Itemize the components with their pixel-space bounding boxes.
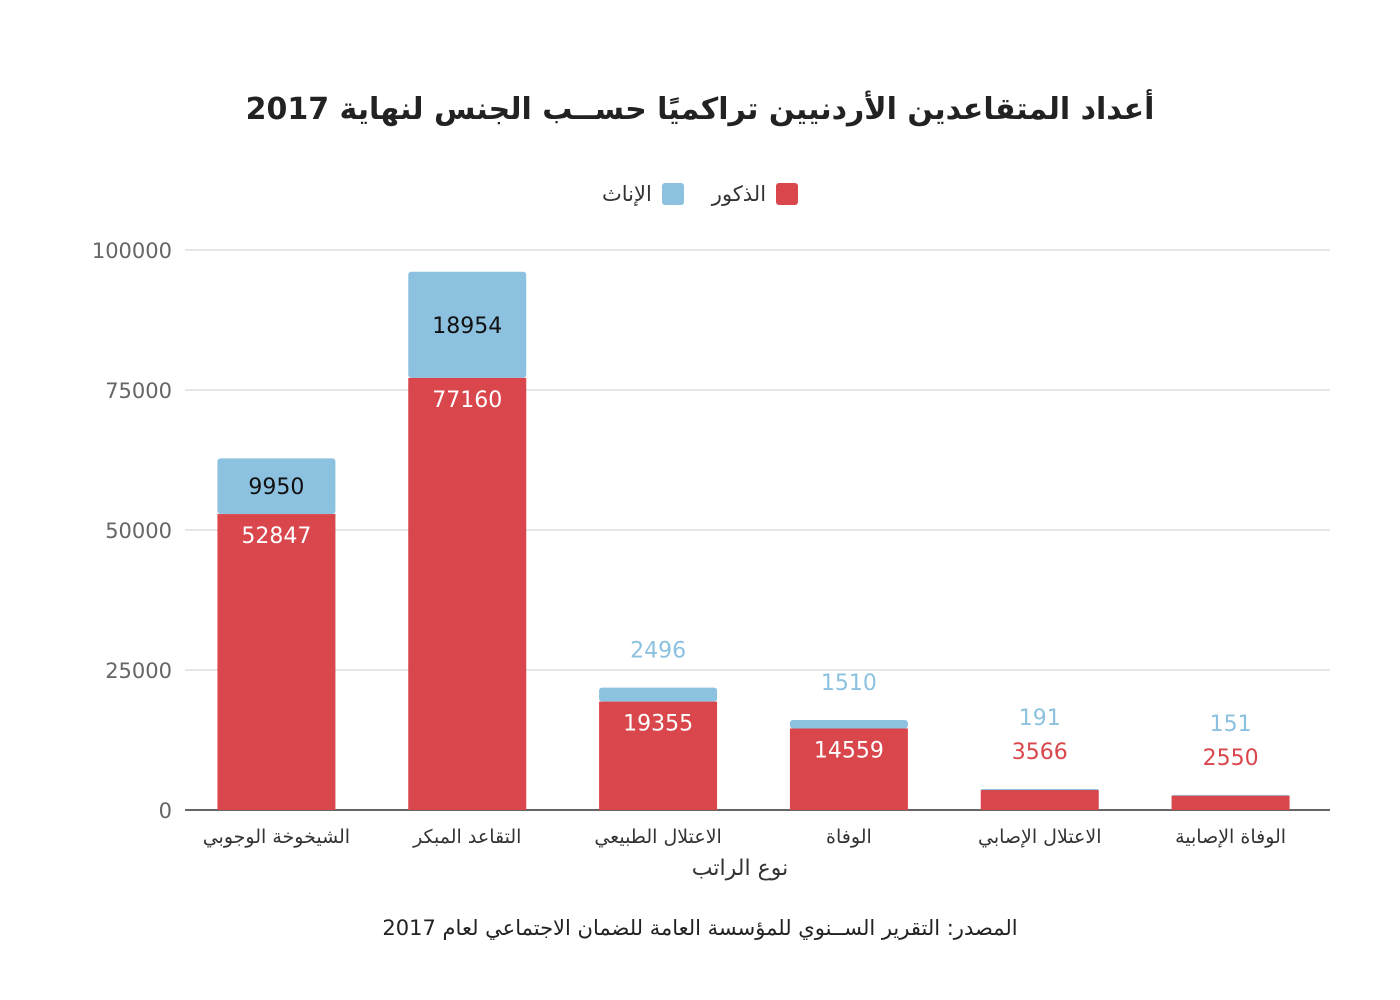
bar-segment-females [1171, 794, 1290, 796]
data-label-males: 52847 [241, 524, 311, 549]
x-tick-label: الوفاة الإصابية [1175, 826, 1286, 848]
x-axis-title: نوع الراتب [691, 856, 789, 881]
y-tick-label: 50000 [105, 519, 172, 543]
x-tick-label: الاعتلال الإصابي [978, 826, 1102, 848]
legend-swatch-females [661, 183, 684, 205]
bar-segment-males [980, 790, 1099, 810]
data-label-females: 151 [1210, 712, 1252, 737]
bar-segment-females [980, 788, 1099, 791]
legend-label-males: الذكور [711, 182, 767, 206]
legend-label-females: الإناث [601, 182, 652, 206]
x-tick-label: التقاعد المبكر [412, 826, 521, 848]
x-tick-label: الاعتلال الطبيعي [594, 826, 722, 848]
bar-segment-males [599, 701, 718, 810]
data-label-females: 2496 [630, 639, 686, 664]
y-tick-label: 25000 [105, 659, 172, 683]
data-label-females: 1510 [821, 671, 877, 696]
y-tick-label: 100000 [92, 239, 172, 263]
data-label-females: 9950 [248, 475, 304, 500]
data-label-males: 77160 [432, 388, 502, 413]
x-tick-label: الوفاة [826, 826, 872, 848]
bar-segment-females [408, 271, 527, 378]
bar-segment-males [1171, 795, 1290, 810]
data-label-males: 2550 [1203, 746, 1259, 771]
y-tick-label: 75000 [105, 379, 172, 403]
data-label-females: 18954 [432, 314, 502, 339]
legend-item-males: الذكور [711, 182, 799, 206]
legend: الذكور الإناث [0, 182, 1400, 206]
data-label-females: 191 [1019, 706, 1061, 731]
data-label-males: 19355 [623, 712, 693, 737]
legend-item-females: الإناث [602, 182, 684, 206]
source-note: المصدر: التقرير الســنوي للمؤسسة العامة … [382, 916, 1018, 940]
bar-segment-females [789, 720, 908, 729]
legend-swatch-males [776, 183, 799, 205]
bar-segment-males [217, 514, 336, 810]
x-tick-label: الشيخوخة الوجوبي [203, 826, 350, 848]
y-tick-label: 0 [159, 799, 172, 823]
chart-title: أعداد المتقاعدين الأردنيين تراكميًا حســ… [245, 92, 1155, 127]
bar-segment-females [599, 687, 718, 702]
data-label-males: 14559 [814, 738, 884, 763]
bar-segment-males [408, 377, 527, 810]
bar-segment-females [217, 458, 336, 515]
bar-segment-males [789, 728, 908, 810]
data-label-males: 3566 [1012, 740, 1068, 765]
